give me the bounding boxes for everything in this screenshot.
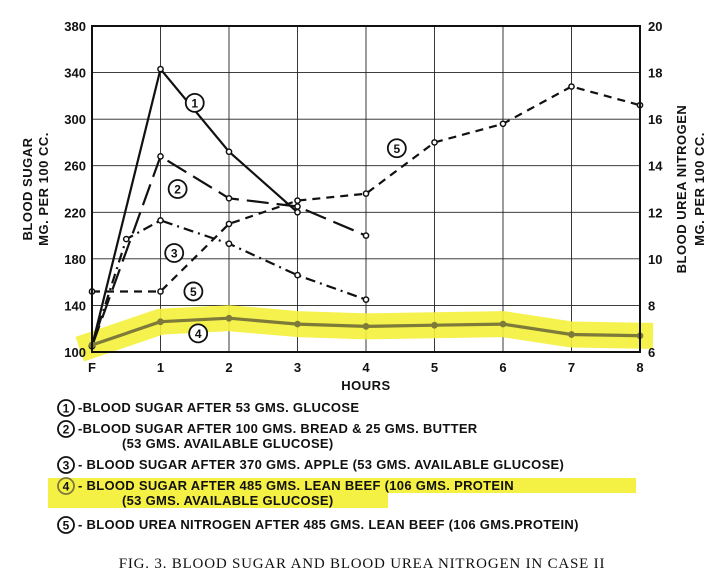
series-2-point-3 [294, 203, 301, 210]
callout-number-2: 3 [171, 247, 178, 261]
legend-5-circle [57, 516, 75, 534]
x-tick-8: 8 [636, 360, 643, 375]
series-2-point-4 [362, 232, 370, 239]
legend-1-text-1: -BLOOD SUGAR AFTER 53 GMS. GLUCOSE [78, 400, 359, 415]
series-5-point-3 [294, 197, 301, 204]
y-right-tick-8: 8 [648, 298, 655, 313]
y-left-axis-title-line-1: BLOOD SUGAR [20, 137, 35, 240]
y-right-tick-14: 14 [648, 159, 663, 174]
x-tick-3: 3 [294, 360, 301, 375]
callout-circle-3 [188, 323, 209, 344]
series-4-point-5 [431, 321, 438, 329]
series-1-point-1 [157, 65, 164, 73]
series-2-point-1 [157, 153, 164, 160]
series-5-line [92, 85, 641, 293]
x-tick-5: 5 [431, 360, 438, 375]
legend-4-number: 4 [63, 480, 70, 494]
callout-circle-2 [164, 243, 185, 263]
legend-2-circle [57, 420, 75, 438]
y-right-axis-title-line-2: MG. PER 100 CC. [692, 132, 707, 246]
y-left-tick-220: 220 [64, 205, 86, 220]
callout-circle-5 [386, 138, 407, 159]
callout-number-3: 4 [195, 327, 202, 341]
x-tick-2: 2 [225, 360, 232, 375]
legend-2-number: 2 [63, 423, 70, 437]
legend-3-number: 3 [63, 459, 70, 473]
y-right-tick-20: 20 [648, 19, 662, 34]
legend-2-text-1: -BLOOD SUGAR AFTER 100 GMS. BREAD & 25 G… [78, 421, 478, 436]
y-left-tick-140: 140 [64, 298, 86, 313]
y-left-tick-260: 260 [64, 159, 86, 174]
series-5-point-2 [225, 220, 233, 228]
plot-frame [91, 25, 641, 353]
series-1-point-3 [294, 208, 301, 216]
series-4-point-7 [568, 331, 575, 338]
series-4-point-1 [157, 318, 164, 326]
x-axis-title: HOURS [341, 378, 390, 393]
legend-1-number: 1 [63, 402, 70, 416]
callout-circle-1 [167, 179, 188, 199]
y-right-tick-16: 16 [648, 112, 662, 127]
series-5-point-7 [568, 83, 575, 90]
series-4-point-2 [225, 314, 233, 322]
y-right-axis-title-line-1: BLOOD UREA NITROGEN [674, 105, 689, 274]
callout-circle-0 [184, 92, 205, 113]
series-layer [88, 65, 644, 350]
y-right-tick-10: 10 [648, 252, 662, 267]
y-left-tick-340: 340 [64, 66, 86, 81]
series-5-point-1 [157, 288, 164, 295]
legend-4-text-2: (53 GMS. AVAILABLE GLUCOSE) [122, 493, 334, 508]
series-1-point-2 [225, 148, 233, 156]
series-3-line [90, 219, 367, 347]
callout-layer: 1 2 3 4 5 5 [164, 92, 407, 344]
legend-5-number: 5 [63, 519, 70, 533]
x-tick-1: 1 [157, 360, 164, 375]
legend: 1 -BLOOD SUGAR AFTER 53 GMS. GLUCOSE 2 -BLO… [48, 399, 636, 534]
series-3-point-2 [157, 217, 164, 224]
callout-circle-4 [183, 281, 204, 302]
figure-caption: FIG. 3. BLOOD SUGAR AND BLOOD UREA NITRO… [119, 556, 606, 572]
series-3-point-4 [294, 271, 301, 279]
y-right-tick-12: 12 [648, 205, 662, 220]
callout-number-5: 5 [393, 142, 400, 156]
series-4-point-6 [499, 320, 507, 328]
legend-3-circle [57, 456, 75, 474]
series-4-point-4 [362, 323, 370, 330]
y-right-tick-6: 6 [648, 345, 655, 360]
legend-4-highlight-2 [48, 493, 388, 508]
legend-4-highlight-1 [48, 478, 636, 493]
series-3-point-1 [122, 235, 130, 243]
legend-5-text-1: - BLOOD UREA NITROGEN AFTER 485 GMS. LEA… [78, 517, 579, 532]
legend-4-text-1: - BLOOD SUGAR AFTER 485 GMS. LEAN BEEF (… [78, 478, 514, 493]
series-5-point-4 [362, 190, 370, 198]
y-left-tick-380: 380 [64, 19, 86, 34]
series-3-point-5 [362, 296, 370, 303]
series-2-point-2 [225, 194, 233, 202]
callout-number-0: 1 [191, 96, 198, 110]
x-tick-6: 6 [499, 360, 506, 375]
y-left-tick-300: 300 [64, 112, 86, 127]
callout-number-1: 2 [174, 183, 181, 197]
legend-4-circle [57, 477, 75, 495]
y-left-axis-title-line-2: MG. PER 100 CC. [36, 132, 51, 246]
legend-2-text-2: (53 GMS. AVAILABLE GLUCOSE) [122, 436, 334, 451]
legend-1-circle [57, 399, 75, 417]
y-left-tick-100: 100 [64, 345, 86, 360]
x-tick-7: 7 [568, 360, 575, 375]
x-tick-F: F [88, 360, 96, 375]
y-right-tick-18: 18 [648, 66, 662, 81]
y-left-tick-180: 180 [64, 252, 86, 267]
legend-3-text-1: - BLOOD SUGAR AFTER 370 GMS. APPLE (53 G… [78, 457, 564, 472]
series-5-point-6 [499, 120, 507, 128]
series-3-point-3 [225, 240, 233, 248]
x-tick-4: 4 [362, 360, 370, 375]
series-5-point-5 [431, 139, 438, 146]
series-4-point-3 [294, 320, 301, 328]
callout-number-4: 5 [190, 285, 197, 299]
